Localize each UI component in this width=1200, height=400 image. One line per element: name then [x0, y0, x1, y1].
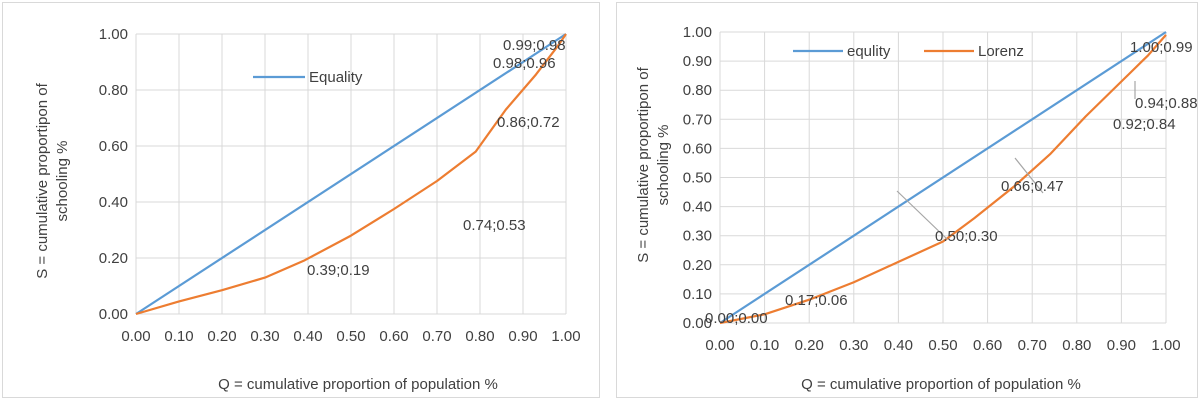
y-axis-title-line1: S = cumulative proportipon of [34, 82, 51, 278]
x-tick-label: 0.50 [336, 328, 365, 345]
y-tick-label: 0.20 [99, 250, 128, 267]
x-tick-label: 0.00 [121, 328, 150, 345]
x-tick-label: 0.70 [1018, 337, 1047, 354]
chart-right-svg: 0.00;0.00 0.17;0.06 0.50;0.30 0.66;0.47 0.92… [635, 24, 1198, 393]
x-tick-label: 0.90 [1107, 337, 1136, 354]
x-tick-label: 0.60 [379, 328, 408, 345]
data-label: 0.98;0.96 [493, 55, 556, 72]
leader-line [1014, 157, 1044, 194]
y-tick-label: 0.60 [99, 138, 128, 155]
data-label: 0.66;0.47 [1001, 178, 1064, 195]
y-tick-label: 0.00 [99, 306, 128, 323]
data-label: 0.74;0.53 [463, 217, 526, 234]
x-tick-label: 0.10 [164, 328, 193, 345]
x-tick-label: 0.40 [884, 337, 913, 354]
y-axis-title-line1: S = cumulative proportipon of [635, 66, 652, 262]
x-tick-label: 1.00 [551, 328, 580, 345]
data-label: 0.17;0.06 [785, 292, 848, 309]
data-label: 0.92;0.84 [1113, 116, 1176, 133]
data-label: 0.39;0.19 [307, 262, 370, 279]
chart-panel-right: 0.00;0.00 0.17;0.06 0.50;0.30 0.66;0.47 0.92… [616, 2, 1198, 398]
data-label: 1.00;0.99 [1130, 39, 1193, 56]
x-tick-label: 0.30 [250, 328, 279, 345]
x-axis-title: Q = cumulative proportion of population … [801, 376, 1081, 393]
y-tick-label: 0.40 [99, 194, 128, 211]
x-tick-label: 0.80 [1062, 337, 1091, 354]
chart-panel-left: 0.39;0.19 0.74;0.53 0.86;0.72 0.98;0.96 0.99… [2, 2, 600, 398]
y-tick-label: 1.00 [99, 26, 128, 43]
y-tick-label: 0.20 [683, 257, 712, 274]
x-tick-label: 0.90 [508, 328, 537, 345]
y-tick-label: 0.00 [683, 315, 712, 332]
legend-label: Equality [309, 69, 363, 86]
x-tick-label: 0.20 [795, 337, 824, 354]
lorenz-curve [719, 34, 1167, 325]
data-label: 0.50;0.30 [935, 228, 998, 245]
x-tick-label: 0.40 [293, 328, 322, 345]
x-tick-label: 0.80 [465, 328, 494, 345]
y-tick-label: 0.70 [683, 111, 712, 128]
x-tick-label: 1.00 [1151, 337, 1180, 354]
legend-label: equlity [847, 43, 891, 60]
x-tick-label: 0.70 [422, 328, 451, 345]
y-tick-label: 0.80 [99, 82, 128, 99]
x-tick-label: 0.60 [973, 337, 1002, 354]
data-label: 0.86;0.72 [497, 114, 560, 131]
y-tick-label: 0.50 [683, 170, 712, 187]
x-tick-label: 0.50 [928, 337, 957, 354]
legend-label: Lorenz [978, 43, 1024, 60]
equality-line [719, 31, 1167, 324]
data-label: 0.00;0.00 [705, 310, 768, 327]
x-tick-label: 0.30 [839, 337, 868, 354]
y-tick-label: 0.90 [683, 53, 712, 70]
y-tick-label: 0.40 [683, 199, 712, 216]
data-label: 0.94;0.88 [1135, 95, 1198, 112]
leader-line [896, 190, 948, 240]
x-tick-label: 0.00 [705, 337, 734, 354]
lorenz-curve [135, 33, 567, 316]
y-tick-label: 0.80 [683, 82, 712, 99]
y-tick-label: 0.10 [683, 286, 712, 303]
equality-line [135, 33, 567, 315]
chart-left-svg: 0.39;0.19 0.74;0.53 0.86;0.72 0.98;0.960.99… [34, 26, 581, 393]
x-tick-label: 0.10 [750, 337, 779, 354]
y-axis-title-line2: schooling % [655, 125, 672, 206]
x-axis-title: Q = cumulative proportion of population … [218, 376, 498, 393]
y-axis-title-line2: schooling % [54, 141, 71, 222]
data-label: 0.99;0.98 [503, 37, 566, 54]
x-tick-label: 0.20 [207, 328, 236, 345]
y-tick-label: 0.60 [683, 140, 712, 157]
y-tick-label: 0.30 [683, 228, 712, 245]
y-tick-label: 1.00 [683, 24, 712, 41]
